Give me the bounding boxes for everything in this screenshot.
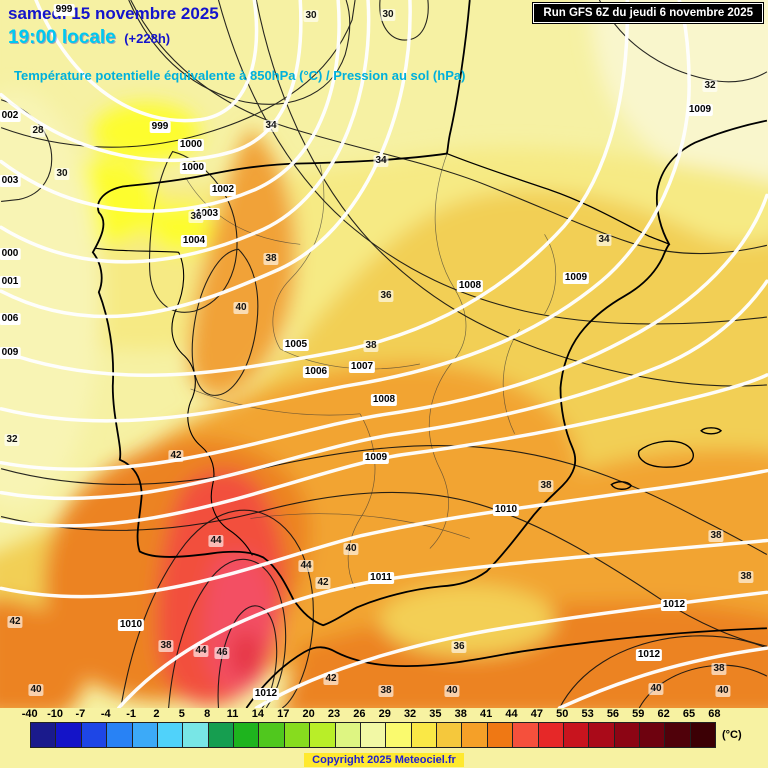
scale-value: 68 (708, 708, 721, 720)
scale-value: 20 (302, 708, 315, 720)
scale-value: 5 (178, 708, 185, 720)
scale-value: 11 (226, 708, 239, 720)
scale-value: -10 (47, 708, 63, 720)
scale-value: 59 (632, 708, 645, 720)
scale-value: -7 (75, 708, 86, 720)
scale-value: 47 (530, 708, 543, 720)
scale-value: 17 (277, 708, 290, 720)
scale-swatch (81, 723, 108, 747)
scale-swatch (462, 723, 488, 747)
ibiza (610, 481, 633, 490)
weather-map (0, 0, 768, 708)
scale-swatch (31, 723, 57, 747)
scale-swatch (157, 723, 184, 747)
scale-swatch (487, 723, 514, 747)
time-label: 19:00 locale (+228h) (8, 27, 170, 49)
unit-label: (°C) (722, 729, 742, 741)
scale-swatch (183, 723, 209, 747)
scale-value: 8 (204, 708, 211, 720)
scale-value: 35 (429, 708, 442, 720)
scale-swatch (335, 723, 361, 747)
scale-value: 62 (657, 708, 670, 720)
africa-coast (245, 627, 767, 708)
scale-value: 53 (581, 708, 594, 720)
scale-swatch (411, 723, 437, 747)
scale-swatch (208, 723, 234, 747)
scale-value: 44 (505, 708, 518, 720)
scale-swatch (665, 723, 691, 747)
forecast-offset: (+228h) (124, 31, 171, 46)
scale-swatch (259, 723, 285, 747)
scale-value: 32 (403, 708, 417, 720)
scale-value: 26 (353, 708, 366, 720)
scale-swatch (386, 723, 412, 747)
scale-value: 65 (682, 708, 696, 720)
local-time: 19:00 locale (8, 27, 116, 48)
scale-bar-row: (°C) (30, 722, 768, 748)
scale-value: 41 (480, 708, 493, 720)
pyrenees-border (446, 152, 670, 245)
scale-swatch (513, 723, 539, 747)
scale-numbers: -40 -10 -7 -4 -1 2 5 8 11 14 17 20 23 26 29 32 35 38 41 44 4… (17, 708, 727, 721)
copyright-row: Copyright 2025 Meteociel.fr (0, 750, 768, 768)
scale-swatch (640, 723, 666, 747)
scale-swatch (538, 723, 564, 747)
scale-value: 23 (327, 708, 341, 720)
map-subtitle: Température potentielle équivalente à 85… (14, 68, 466, 83)
scale-value: 38 (454, 708, 467, 720)
admin-borders (185, 151, 557, 589)
menorca (700, 427, 723, 435)
coastlines (91, 0, 768, 708)
scale-swatch (56, 723, 82, 747)
scale-value: 50 (556, 708, 569, 720)
scale-value: -40 (21, 708, 38, 720)
color-scale: -40 -10 -7 -4 -1 2 5 8 11 14 17 20 23 26 29 32 35 38 41 44 4… (0, 708, 768, 768)
scale-swatch (310, 723, 336, 747)
scale-value: 29 (378, 708, 391, 720)
scale-swatch (284, 723, 311, 747)
scale-swatch (437, 723, 463, 747)
date-label: samedi 15 novembre 2025 (8, 4, 219, 23)
mallorca (637, 440, 694, 468)
scale-swatch (107, 723, 133, 747)
scale-swatch (132, 723, 158, 747)
scale-swatch (690, 723, 716, 747)
scale-value: 2 (153, 708, 160, 720)
scale-swatch (234, 723, 260, 747)
map-area: 999 999 1000 1000 1002 1003 1004 1005 1006 1007 10… (0, 0, 768, 708)
model-run-box: Run GFS 6Z du jeudi 6 novembre 2025 (533, 3, 763, 23)
scale-swatch (614, 723, 640, 747)
scale-value: 14 (251, 708, 265, 720)
scale-value: 56 (606, 708, 620, 720)
scale-value: -4 (100, 708, 111, 720)
scale-value: -1 (126, 708, 136, 720)
copyright-text: Copyright 2025 Meteociel.fr (304, 753, 464, 767)
scale-swatch (589, 723, 615, 747)
scale-swatch (360, 723, 387, 747)
scale-bar-swatches (30, 722, 716, 748)
scale-swatch (563, 723, 590, 747)
